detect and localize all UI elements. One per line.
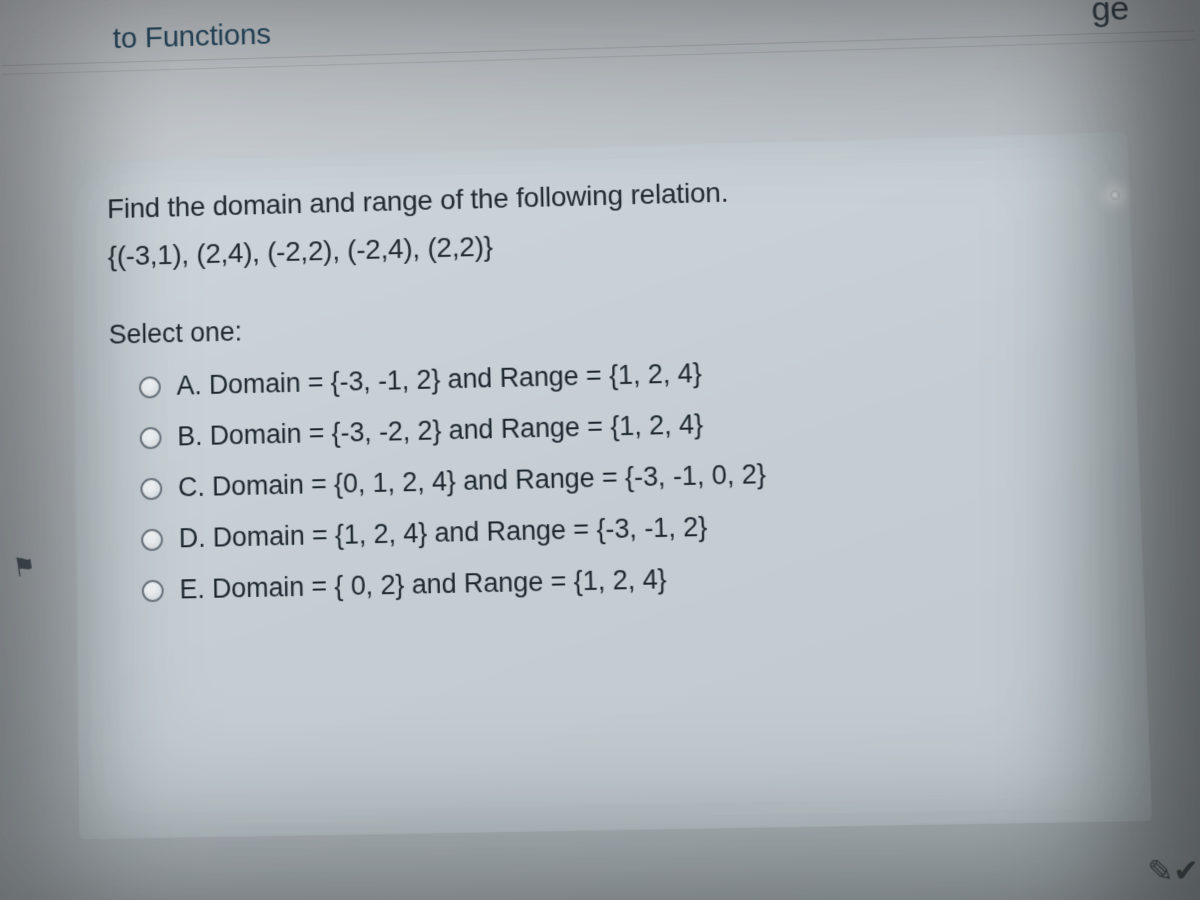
option-label: C. Domain = {0, 1, 2, 4} and Range = {-3… [178,459,766,503]
radio-icon[interactable] [142,579,164,602]
option-label: D. Domain = {1, 2, 4} and Range = {-3, -… [179,512,708,555]
breadcrumb-tail[interactable]: to Functions [113,18,271,56]
option-label: B. Domain = {-3, -2, 2} and Range = {1, … [177,409,703,452]
options-list: A. Domain = {-3, -1, 2} and Range = {1, … [109,348,1106,606]
option-a[interactable]: A. Domain = {-3, -1, 2} and Range = {1, … [139,348,1100,402]
option-label: E. Domain = { 0, 2} and Range = {1, 2, 4… [179,564,667,605]
question-relation: {(-3,1), (2,4), (-2,2), (-2,4), (2,2)} [108,215,1095,273]
question-prompt: Find the domain and range of the followi… [107,167,1093,225]
select-one-label: Select one: [109,295,1098,351]
option-b[interactable]: B. Domain = {-3, -2, 2} and Range = {1, … [140,400,1102,454]
radio-icon[interactable] [140,477,162,499]
radio-icon[interactable] [140,426,162,448]
radio-icon[interactable] [141,528,163,550]
option-label: A. Domain = {-3, -1, 2} and Range = {1, … [176,358,702,402]
question-card: Find the domain and range of the followi… [71,132,1152,839]
annotate-icon[interactable]: ✎✔ [1147,853,1200,890]
breadcrumb-right-fragment: ge [1091,0,1130,29]
option-c[interactable]: C. Domain = {0, 1, 2, 4} and Range = {-3… [140,451,1103,504]
flag-question-icon[interactable]: ⚑ [11,550,38,584]
radio-icon[interactable] [139,376,161,398]
option-e[interactable]: E. Domain = { 0, 2} and Range = {1, 2, 4… [142,555,1107,607]
option-d[interactable]: D. Domain = {1, 2, 4} and Range = {-3, -… [141,503,1105,555]
